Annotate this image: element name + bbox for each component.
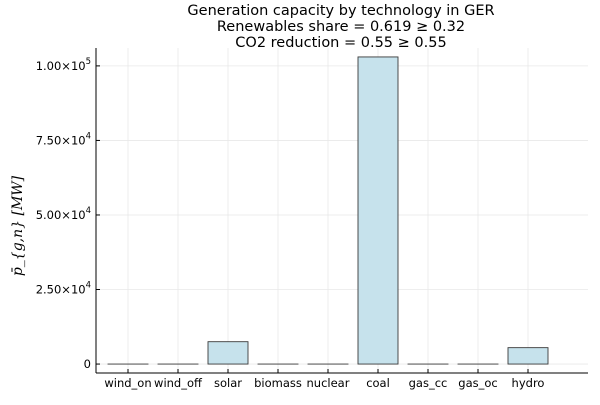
x-tick-label: biomass (254, 376, 302, 390)
title-line-3: CO2 reduction = 0.55 ≥ 0.55 (235, 35, 446, 51)
bar-hydro (508, 348, 548, 364)
x-tick-label: nuclear (307, 376, 350, 390)
x-tick-label: solar (214, 376, 242, 390)
y-tick-label: 7.50×104 (36, 131, 91, 147)
title-line-1: Generation capacity by technology in GER (187, 3, 494, 19)
y-tick-label: 5.00×104 (36, 206, 91, 222)
x-tick-label: wind_on (104, 376, 151, 390)
y-tick-label: 2.50×104 (36, 281, 91, 297)
bar-coal (358, 57, 398, 364)
grid (96, 48, 588, 373)
y-axis-label-text: p̄_{g,n} [MW] (10, 175, 26, 276)
y-axis-label: p̄_{g,n} [MW] (10, 175, 26, 276)
x-tick-label: gas_cc (409, 376, 448, 390)
y-tick-label: 1.00×105 (36, 57, 91, 73)
x-tick-label: gas_oc (458, 376, 497, 390)
chart-title: Generation capacity by technology in GER… (187, 3, 494, 51)
x-tick-label: wind_off (154, 376, 203, 390)
x-tick-label: hydro (512, 376, 545, 390)
title-line-2: Renewables share = 0.619 ≥ 0.32 (217, 19, 465, 35)
bar-solar (208, 342, 248, 364)
x-tick-label: coal (366, 376, 390, 390)
y-tick-label: 0 (84, 357, 91, 371)
